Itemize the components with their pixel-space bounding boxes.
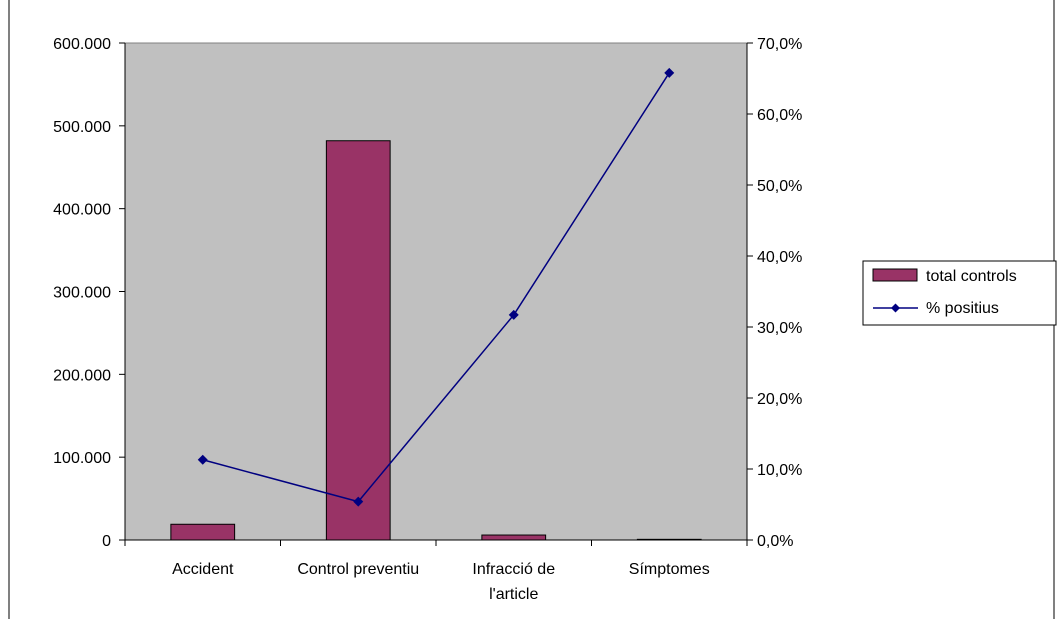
right-tick-label: 10,0% <box>757 462 802 479</box>
legend-label-total-controls: total controls <box>926 268 1017 285</box>
right-tick-label: 50,0% <box>757 178 802 195</box>
x-axis: Accident Control preventiu Infracció de l'a… <box>124 539 748 603</box>
left-tick-label: 100.000 <box>53 450 111 467</box>
line-point <box>353 496 364 507</box>
line-point <box>508 309 519 320</box>
left-axis: 0 100.000 200.000 300.000 400.000 500.000 600.… <box>53 36 126 550</box>
x-tick-label: Control preventiu <box>297 561 419 578</box>
line-series <box>197 67 675 507</box>
left-tick-label: 0 <box>102 533 111 550</box>
legend: total controls % positius <box>862 260 1057 326</box>
x-tick-label: Símptomes <box>629 561 710 578</box>
bar <box>325 140 391 541</box>
legend-bar-swatch <box>872 268 918 282</box>
bar <box>170 523 236 541</box>
bar <box>636 538 702 541</box>
line-point <box>197 454 208 465</box>
right-axis: 0,0% 10,0% 20,0% 30,0% 40,0% 50,0% 60,0% 70,0% <box>746 36 802 550</box>
plot-area <box>124 42 748 541</box>
right-tick-label: 30,0% <box>757 320 802 337</box>
x-tick-label: Infracció de l'article <box>472 561 555 603</box>
left-tick-label: 600.000 <box>53 36 111 53</box>
legend-line-marker <box>891 303 900 313</box>
bar-series <box>170 140 702 541</box>
line-path <box>202 72 670 503</box>
right-tick-label: 20,0% <box>757 391 802 408</box>
left-tick-label: 400.000 <box>53 202 111 219</box>
right-tick-label: 70,0% <box>757 36 802 53</box>
right-tick-label: 0,0% <box>757 533 793 550</box>
right-tick-label: 40,0% <box>757 249 802 266</box>
left-tick-label: 300.000 <box>53 285 111 302</box>
line-point <box>664 67 675 78</box>
legend-label-positius: % positius <box>926 300 999 317</box>
left-tick-label: 200.000 <box>53 367 111 384</box>
left-tick-label: 500.000 <box>53 119 111 136</box>
right-tick-label: 60,0% <box>757 107 802 124</box>
bar <box>481 534 547 541</box>
x-tick-label: Accident <box>172 561 234 578</box>
